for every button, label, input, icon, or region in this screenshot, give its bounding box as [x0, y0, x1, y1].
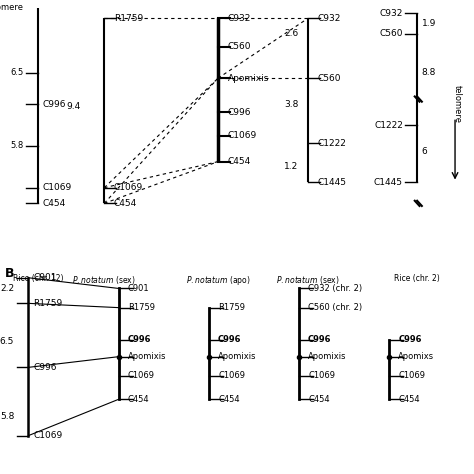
Text: C1069: C1069 — [228, 131, 257, 140]
Text: 2.2: 2.2 — [0, 284, 14, 293]
Text: Rice (chr. 2): Rice (chr. 2) — [394, 274, 440, 283]
Text: 6.5: 6.5 — [0, 337, 14, 346]
Text: C1069: C1069 — [398, 372, 425, 380]
Text: C454: C454 — [398, 395, 420, 404]
Text: C560: C560 — [228, 43, 251, 51]
Text: C454: C454 — [218, 395, 240, 404]
Text: C1069: C1069 — [308, 372, 335, 380]
Text: 1.9: 1.9 — [422, 19, 436, 28]
Text: 5.8: 5.8 — [0, 412, 14, 421]
Text: 8.8: 8.8 — [422, 69, 436, 77]
Text: Rice (chr. 12): Rice (chr. 12) — [13, 274, 63, 283]
Text: C901: C901 — [33, 273, 57, 282]
Text: B: B — [5, 267, 14, 280]
Text: C454: C454 — [43, 199, 66, 208]
Text: R1759: R1759 — [114, 14, 143, 23]
Text: C1069: C1069 — [128, 372, 155, 380]
Text: C560: C560 — [379, 29, 403, 38]
Text: C932: C932 — [380, 9, 403, 18]
Text: C996: C996 — [218, 335, 242, 344]
Text: 9.4: 9.4 — [66, 102, 81, 111]
Text: telomere: telomere — [453, 85, 462, 123]
Text: C454: C454 — [308, 395, 330, 404]
Text: C1445: C1445 — [374, 178, 403, 187]
Text: $\it{P. notatum}$ (sex): $\it{P. notatum}$ (sex) — [73, 274, 136, 286]
Text: 6.5: 6.5 — [10, 69, 24, 77]
Text: Apomixis: Apomixis — [228, 74, 269, 82]
Text: R1759: R1759 — [33, 299, 63, 308]
Text: Apomixs: Apomixs — [398, 352, 434, 361]
Text: C932: C932 — [228, 14, 251, 23]
Text: C996: C996 — [398, 335, 422, 344]
Text: C932 (chr. 2): C932 (chr. 2) — [308, 284, 362, 293]
Text: C560 (chr. 2): C560 (chr. 2) — [308, 303, 362, 312]
Text: C454: C454 — [114, 199, 137, 208]
Text: C996: C996 — [228, 108, 251, 117]
Text: Apomixis: Apomixis — [308, 352, 346, 361]
Text: 5.8: 5.8 — [10, 142, 24, 150]
Text: 1.2: 1.2 — [284, 163, 299, 171]
Text: C996: C996 — [308, 335, 332, 344]
Text: C1222: C1222 — [318, 139, 346, 148]
Text: Apomixis: Apomixis — [128, 352, 166, 361]
Text: 2.6: 2.6 — [284, 29, 299, 38]
Text: $\it{P. notatum}$ (apo): $\it{P. notatum}$ (apo) — [186, 274, 250, 287]
Text: 3.8: 3.8 — [284, 100, 299, 109]
Text: C454: C454 — [128, 395, 150, 404]
Text: C996: C996 — [33, 363, 57, 372]
Text: R1759: R1759 — [218, 303, 245, 312]
Text: C1069: C1069 — [114, 183, 143, 192]
Text: telomere: telomere — [0, 3, 24, 12]
Text: C932: C932 — [318, 14, 341, 23]
Text: C454: C454 — [228, 157, 251, 166]
Text: C1222: C1222 — [374, 121, 403, 129]
Text: C1069: C1069 — [43, 183, 72, 192]
Text: 6: 6 — [422, 147, 428, 155]
Text: C1069: C1069 — [33, 431, 63, 440]
Text: C1445: C1445 — [318, 178, 346, 187]
Text: $\it{P. notatum}$ (sex): $\it{P. notatum}$ (sex) — [276, 274, 340, 286]
Text: C996: C996 — [43, 100, 66, 109]
Text: C1069: C1069 — [218, 372, 245, 380]
Text: C996: C996 — [128, 335, 152, 344]
Text: R1759: R1759 — [128, 303, 155, 312]
Text: C901: C901 — [128, 284, 150, 293]
Text: C560: C560 — [318, 74, 341, 82]
Text: Apomixis: Apomixis — [218, 352, 256, 361]
